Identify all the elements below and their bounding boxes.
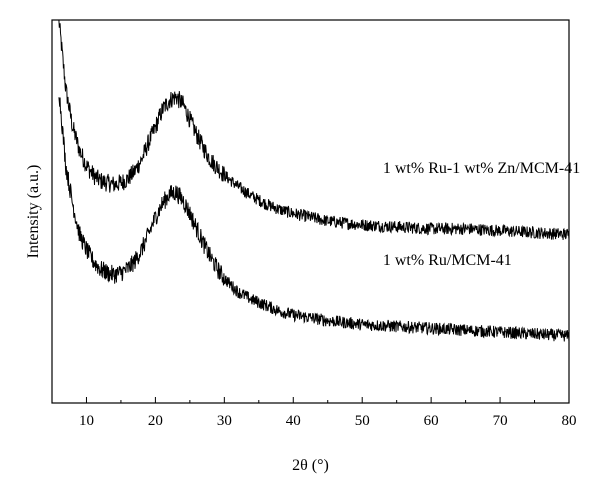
annotation-layer: 1 wt% Ru-1 wt% Zn/MCM-41 1 wt% Ru/MCM-41 xyxy=(383,160,580,269)
y-axis-title: Intensity (a.u.) xyxy=(25,165,42,259)
x-tick-label: 80 xyxy=(562,413,577,429)
x-tick-label: 10 xyxy=(79,413,94,429)
series-line-1 xyxy=(58,19,570,240)
x-axis-title: 2θ (°) xyxy=(292,457,329,474)
series-label-2: 1 wt% Ru/MCM-41 xyxy=(383,252,512,269)
x-tick-label: 30 xyxy=(217,413,232,429)
x-tick-label: 20 xyxy=(148,413,163,429)
x-tick-label: 70 xyxy=(493,413,508,429)
series-line-2 xyxy=(58,97,570,342)
plot-frame xyxy=(51,19,570,404)
x-axis-ticks: 10 20 30 40 50 60 70 80 xyxy=(51,397,577,429)
series-layer xyxy=(58,19,570,342)
x-tick-label: 40 xyxy=(286,413,301,429)
series-label-1: 1 wt% Ru-1 wt% Zn/MCM-41 xyxy=(383,160,580,177)
x-tick-label: 60 xyxy=(424,413,439,429)
x-tick-label: 50 xyxy=(355,413,370,429)
